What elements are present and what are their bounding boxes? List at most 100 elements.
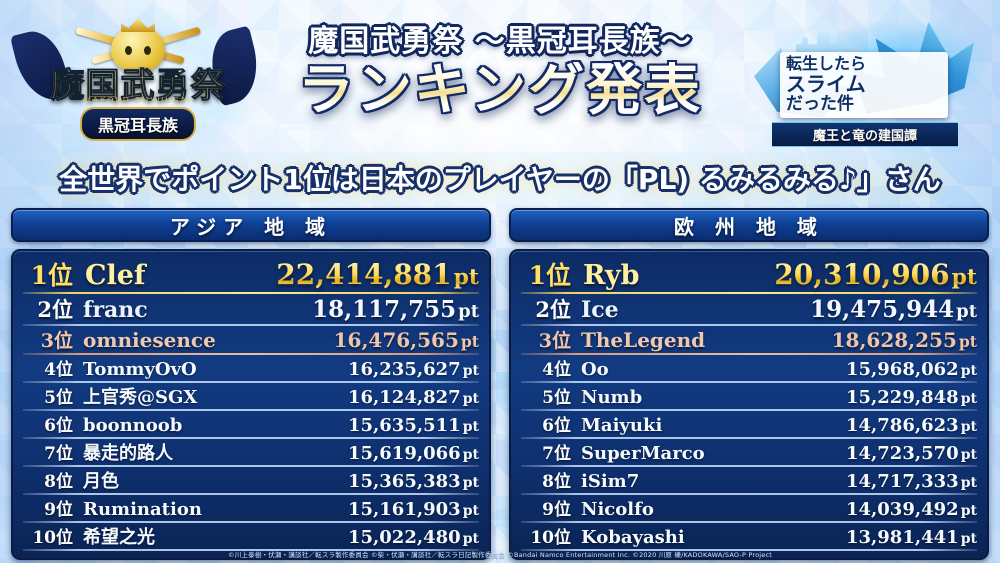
table-row: 10位 Kobayashi 13,981,441 pt	[521, 523, 977, 549]
player-points: 16,476,565 pt	[333, 328, 479, 352]
anime-series-logo: 転生したら スライム だった件 魔王と竜の建国譚	[742, 10, 992, 150]
player-points: 14,039,492 pt	[845, 499, 977, 520]
table-row: 1位 Ryb 20,310,906pt	[521, 256, 977, 292]
table-row: 7位 暴走的路人 15,619,066 pt	[23, 439, 479, 465]
anime-logo-ribbon: 魔王と竜の建国譚	[772, 122, 958, 147]
region-header-asia: アジア 地 域	[11, 208, 491, 242]
ranking-panel-europe: 欧 州 地 域 1位 Ryb 20,310,906pt 2位 Ice 19,47…	[509, 208, 989, 560]
rank-label: 7位	[44, 444, 73, 464]
row-divider	[23, 521, 479, 523]
anime-logo-line3: だった件	[786, 94, 854, 115]
emblem-main-title: 魔国武勇祭	[14, 58, 262, 107]
rank-label: 4位	[542, 360, 571, 380]
player-name: franc	[83, 297, 148, 323]
row-divider	[23, 353, 479, 355]
player-name: boonnoob	[83, 415, 183, 436]
event-emblem-logo: 魔国武勇祭 MAKOKU BUYUUSAI 黒冠耳長族	[8, 6, 268, 150]
table-row: 10位 希望之光 15,022,480 pt	[23, 523, 479, 549]
rank-label: 4位	[44, 360, 73, 380]
rank-label: 6位	[44, 416, 73, 436]
table-row: 5位 上官秀@SGX 16,124,827 pt	[23, 383, 479, 409]
table-row: 2位 franc 18,117,755 pt	[23, 294, 479, 324]
player-points: 16,235,627 pt	[347, 359, 479, 380]
rank-label: 2位	[37, 297, 73, 322]
player-points: 14,723,570 pt	[845, 443, 977, 464]
region-label-europe: 欧 州 地 域	[674, 214, 824, 239]
ranking-announcement-title: ランキング発表	[262, 61, 738, 121]
player-name: TheLegend	[581, 328, 706, 352]
rank-label: 9位	[44, 500, 73, 520]
emblem-subtitle: 黒冠耳長族	[79, 107, 197, 141]
player-name: Oo	[581, 359, 609, 380]
row-divider	[23, 381, 479, 383]
player-name: 上官秀@SGX	[83, 387, 198, 408]
row-divider	[23, 493, 479, 495]
anime-logo-line2: スライム	[786, 71, 866, 96]
rank-label: 1位	[528, 261, 571, 290]
player-points: 18,117,755 pt	[312, 296, 479, 323]
anime-logo-line1: 転生したら	[786, 54, 867, 73]
player-name: Rumination	[83, 499, 202, 520]
row-divider	[521, 465, 977, 467]
region-label-asia: アジア 地 域	[169, 214, 333, 239]
player-name: Clef	[85, 260, 146, 291]
table-row: 3位 TheLegend 18,628,255 pt	[521, 326, 977, 353]
ranking-panels: アジア 地 域 1位 Clef 22,414,881pt 2位 franc 18…	[0, 208, 1000, 560]
event-name-line: 魔国武勇祭 〜黒冠耳長族〜	[308, 24, 692, 59]
world-top-player-text: 全世界でポイント1位は日本のプレイヤーの「PL) るみるみる♪」さん	[59, 163, 941, 196]
player-points: 15,229,848 pt	[845, 387, 977, 408]
row-divider	[521, 353, 977, 355]
row-divider	[23, 549, 479, 551]
player-name: omniesence	[83, 328, 216, 352]
player-points: 15,161,903 pt	[347, 499, 479, 520]
table-row: 4位 Oo 15,968,062 pt	[521, 355, 977, 381]
rank-label: 2位	[535, 297, 571, 322]
player-points: 16,124,827 pt	[347, 387, 479, 408]
row-divider	[521, 292, 977, 294]
row-divider	[521, 549, 977, 551]
player-name: Nicolfo	[581, 499, 654, 520]
player-points: 19,475,944 pt	[810, 296, 977, 323]
emblem-crest	[75, 18, 201, 72]
player-name: Ryb	[583, 260, 640, 291]
player-name: 希望之光	[83, 527, 155, 548]
row-divider	[23, 465, 479, 467]
table-row: 8位 iSim7 14,717,333 pt	[521, 467, 977, 493]
slime-icon	[111, 26, 165, 72]
ranking-board-asia: 1位 Clef 22,414,881pt 2位 franc 18,117,755…	[11, 249, 491, 560]
rank-label: 6位	[542, 416, 571, 436]
rank-label: 3位	[538, 330, 571, 352]
table-row: 3位 omniesence 16,476,565 pt	[23, 326, 479, 353]
copyright-notice: ©川上泰樹・伏瀬・講談社／転スラ製作委員会 ©柴・伏瀬・講談社／転スラ日記製作委…	[228, 551, 772, 559]
row-divider	[521, 437, 977, 439]
table-row: 5位 Numb 15,229,848 pt	[521, 383, 977, 409]
row-divider	[521, 493, 977, 495]
player-points: 15,968,062 pt	[845, 359, 977, 380]
player-points: 15,365,383 pt	[347, 471, 479, 492]
region-header-europe: 欧 州 地 域	[509, 208, 989, 242]
rank-label: 1位	[30, 261, 73, 290]
crown-icon	[121, 18, 155, 32]
row-divider	[23, 324, 479, 326]
player-points: 14,717,333 pt	[845, 471, 977, 492]
player-name: Kobayashi	[581, 527, 685, 548]
table-row: 2位 Ice 19,475,944 pt	[521, 294, 977, 324]
player-points: 15,635,511 pt	[347, 415, 479, 436]
row-divider	[23, 292, 479, 294]
player-name: Numb	[581, 387, 643, 408]
emblem-romaji: MAKOKU BUYUUSAI	[84, 96, 192, 105]
anime-logo-textbox: 転生したら スライム だった件	[780, 52, 948, 119]
rank-label: 5位	[44, 388, 73, 408]
player-points: 20,310,906pt	[774, 258, 977, 291]
player-points: 15,619,066 pt	[347, 443, 479, 464]
player-name: 暴走的路人	[83, 443, 173, 464]
player-name: TommyOvO	[83, 359, 197, 380]
row-divider	[23, 409, 479, 411]
main-title-block: 魔国武勇祭 〜黒冠耳長族〜 ランキング発表	[262, 16, 738, 121]
player-points: 14,786,623 pt	[845, 415, 977, 436]
player-name: Maiyuki	[581, 415, 663, 436]
row-divider	[23, 437, 479, 439]
row-divider	[521, 521, 977, 523]
table-row: 1位 Clef 22,414,881pt	[23, 256, 479, 292]
